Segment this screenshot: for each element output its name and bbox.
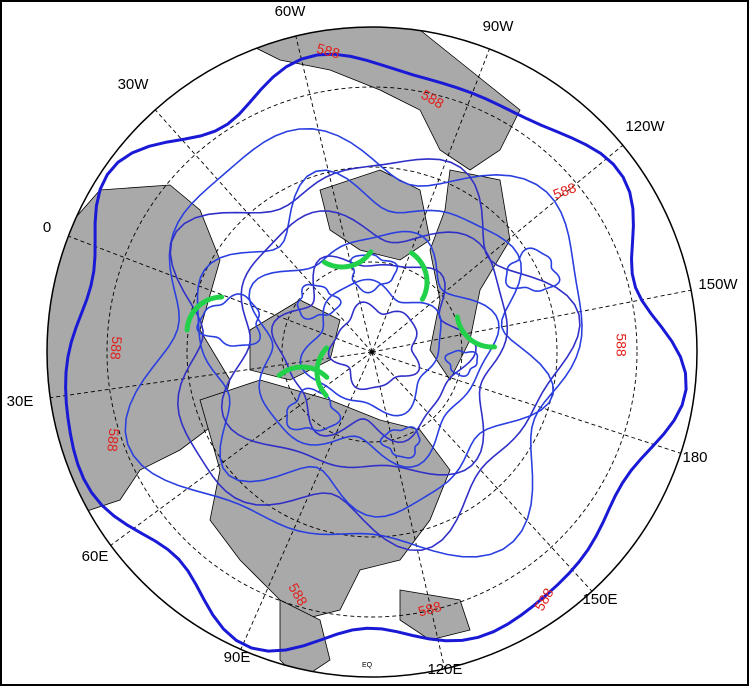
longitude-label: 60W xyxy=(275,3,307,20)
labels: 60W 90W 30W 120W 0 150W 30E 180 60E 150E 90E 120E 58… xyxy=(7,3,739,678)
jet-core xyxy=(276,364,330,380)
longitude-label: 90E xyxy=(224,649,251,666)
longitude-label: 180 xyxy=(682,449,707,466)
contour-label: 588 xyxy=(107,336,125,361)
meridian xyxy=(68,235,373,353)
graticule xyxy=(50,35,692,669)
longitude-label: 150W xyxy=(698,276,738,293)
longitude-label: 0 xyxy=(43,219,51,236)
longitude-label: 120W xyxy=(625,118,665,135)
meridian xyxy=(371,289,692,353)
longitude-label: 60E xyxy=(82,548,109,565)
jet-core xyxy=(184,294,225,333)
latitude-circle xyxy=(186,166,558,538)
latitude-circle xyxy=(106,86,638,618)
longitude-label: 90W xyxy=(483,18,515,35)
contour-cell xyxy=(444,349,479,377)
contours xyxy=(64,52,688,653)
meridian xyxy=(371,351,593,592)
contour xyxy=(124,127,583,558)
contour-cell xyxy=(296,283,342,320)
contour-label: 588 xyxy=(104,428,122,453)
contour-cell xyxy=(379,426,421,459)
meridian xyxy=(295,35,373,353)
north-america-east xyxy=(429,169,511,381)
jet-core xyxy=(408,250,430,302)
contour-cell xyxy=(196,293,262,347)
asia xyxy=(199,379,451,621)
contour xyxy=(196,169,554,518)
contour xyxy=(299,278,442,417)
contour xyxy=(270,255,477,444)
islands xyxy=(399,589,471,641)
contour-label: 588 xyxy=(613,333,629,357)
meridian xyxy=(371,351,446,669)
contour-588 xyxy=(64,52,688,653)
longitude-label: 30E xyxy=(7,393,34,410)
longitude-label: 120E xyxy=(427,661,462,678)
longitude-label: 30W xyxy=(118,76,150,93)
jet-core xyxy=(321,249,374,270)
meridian xyxy=(371,351,681,454)
contour-cell xyxy=(504,247,561,293)
contour xyxy=(169,158,581,552)
contour-cell xyxy=(349,253,399,294)
equator-label: EQ xyxy=(362,662,373,669)
contour-label: 588 xyxy=(315,40,342,62)
meridian xyxy=(371,48,490,353)
map-boundary xyxy=(46,26,698,678)
meridian xyxy=(240,351,373,650)
meridian xyxy=(50,351,373,399)
greenland xyxy=(319,169,431,261)
meridian xyxy=(154,109,373,353)
contour xyxy=(327,301,421,391)
land xyxy=(47,27,521,677)
contour-label: 588 xyxy=(551,179,579,202)
contour xyxy=(248,230,500,468)
meridian xyxy=(371,144,624,353)
contour-label: 588 xyxy=(416,598,443,620)
longitude-label: 150E xyxy=(582,591,617,608)
contour xyxy=(220,210,509,476)
meridian xyxy=(110,351,373,546)
jet-core xyxy=(454,314,497,350)
